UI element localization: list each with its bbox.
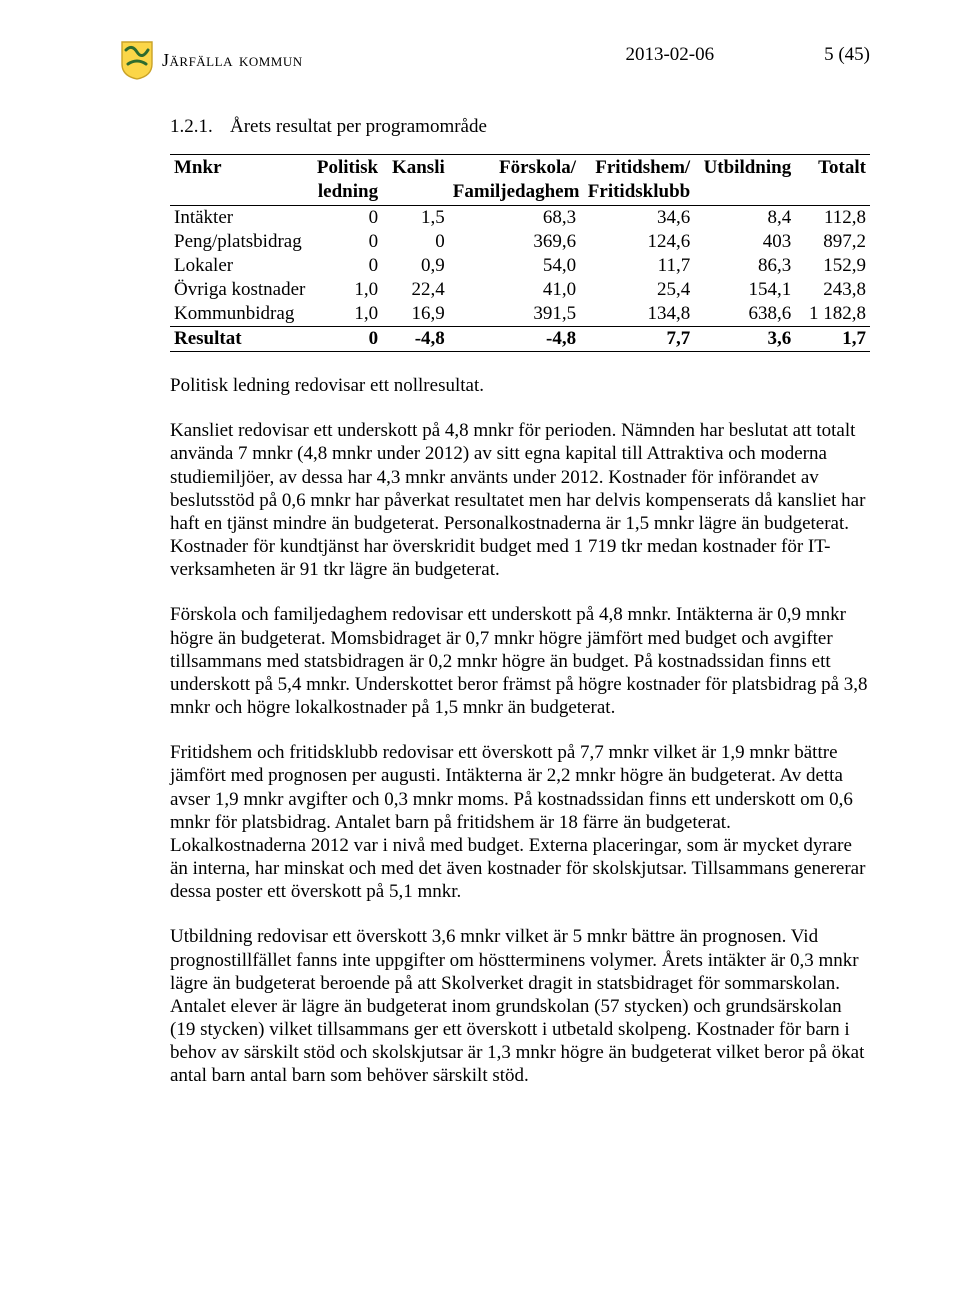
cell: 154,1 [694,278,795,302]
cell: 1,0 [311,302,382,327]
cell: 0 [311,254,382,278]
paragraph: Kansliet redovisar ett underskott på 4,8… [170,419,870,581]
document-date: 2013-02-06 [625,44,714,66]
col-header: ledning [311,180,382,206]
cell: 124,6 [580,230,694,254]
section-number: 1.2.1. [170,116,230,138]
cell: 11,7 [580,254,694,278]
col-header: Utbildning [694,155,795,181]
shield-icon [120,40,154,80]
col-header: Mnkr [170,155,311,181]
col-header: Förskola/ [449,155,580,181]
table-row: Övriga kostnader 1,0 22,4 41,0 25,4 154,… [170,278,870,302]
col-header: Politisk [311,155,382,181]
cell: 0,9 [382,254,449,278]
col-header [170,180,311,206]
org-name-part2: kommun [239,50,303,71]
col-header: Totalt [795,155,870,181]
cell: 34,6 [580,206,694,231]
cell: 68,3 [449,206,580,231]
table-result-row: Resultat 0 -4,8 -4,8 7,7 3,6 1,7 [170,327,870,352]
cell: -4,8 [382,327,449,352]
section-title: Årets resultat per programområde [230,116,487,137]
cell: 403 [694,230,795,254]
cell: 86,3 [694,254,795,278]
col-header: Kansli [382,155,449,181]
row-label: Kommunbidrag [170,302,311,327]
paragraph: Politisk ledning redovisar ett nollresul… [170,374,870,397]
table-header-row-2: ledning Familjedaghem Fritidsklubb [170,180,870,206]
row-label: Resultat [170,327,311,352]
section-heading: 1.2.1.Årets resultat per programområde [170,116,870,138]
cell: 1,0 [311,278,382,302]
cell: 0 [311,327,382,352]
col-header: Fritidsklubb [580,180,694,206]
col-header [382,180,449,206]
cell: 638,6 [694,302,795,327]
results-table: Mnkr Politisk Kansli Förskola/ Fritidshe… [170,154,870,352]
paragraph: Förskola och familjedaghem redovisar ett… [170,603,870,719]
cell: 8,4 [694,206,795,231]
org-name-part1: Järfälla [162,50,233,71]
document-page: Järfälla kommun 2013-02-06 5 (45) 1.2.1.… [0,0,960,1170]
cell: 54,0 [449,254,580,278]
col-header: Familjedaghem [449,180,580,206]
cell: 3,6 [694,327,795,352]
cell: 1 182,8 [795,302,870,327]
cell: 0 [311,230,382,254]
cell: 369,6 [449,230,580,254]
cell: 1,5 [382,206,449,231]
row-label: Intäkter [170,206,311,231]
cell: 0 [311,206,382,231]
cell: 41,0 [449,278,580,302]
cell: 7,7 [580,327,694,352]
paragraph: Utbildning redovisar ett överskott 3,6 m… [170,925,870,1087]
table-row: Lokaler 0 0,9 54,0 11,7 86,3 152,9 [170,254,870,278]
cell: 897,2 [795,230,870,254]
col-header: Fritidshem/ [580,155,694,181]
page-number: 5 (45) [824,44,870,66]
cell: 152,9 [795,254,870,278]
cell: 243,8 [795,278,870,302]
cell: 16,9 [382,302,449,327]
row-label: Peng/platsbidrag [170,230,311,254]
cell: 134,8 [580,302,694,327]
col-header [694,180,795,206]
org-name: Järfälla kommun [162,50,303,71]
row-label: Lokaler [170,254,311,278]
table-header-row-1: Mnkr Politisk Kansli Förskola/ Fritidshe… [170,155,870,181]
table-row: Intäkter 0 1,5 68,3 34,6 8,4 112,8 [170,206,870,231]
row-label: Övriga kostnader [170,278,311,302]
cell: 22,4 [382,278,449,302]
cell: 1,7 [795,327,870,352]
header-meta: 2013-02-06 5 (45) [625,40,870,66]
cell: 112,8 [795,206,870,231]
table-body: Intäkter 0 1,5 68,3 34,6 8,4 112,8 Peng/… [170,206,870,352]
document-body: 1.2.1.Årets resultat per programområde M… [120,116,870,1088]
org-logo-block: Järfälla kommun [120,40,303,80]
table-row: Peng/platsbidrag 0 0 369,6 124,6 403 897… [170,230,870,254]
cell: -4,8 [449,327,580,352]
col-header [795,180,870,206]
cell: 0 [382,230,449,254]
paragraph: Fritidshem och fritidsklubb redovisar et… [170,741,870,903]
page-header: Järfälla kommun 2013-02-06 5 (45) [120,40,870,80]
table-row: Kommunbidrag 1,0 16,9 391,5 134,8 638,6 … [170,302,870,327]
cell: 25,4 [580,278,694,302]
cell: 391,5 [449,302,580,327]
